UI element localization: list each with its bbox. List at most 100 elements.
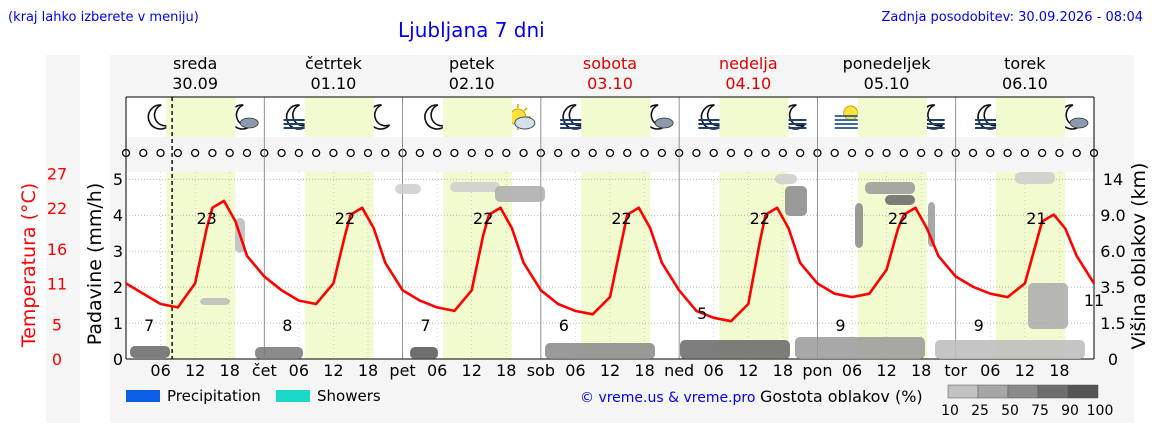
- calm-wind-marker: [744, 148, 753, 158]
- calm-wind-marker: [363, 148, 373, 158]
- calm-wind-marker: [882, 148, 891, 158]
- density-swatch: [947, 384, 979, 399]
- last-temp-label: 11: [1084, 291, 1104, 310]
- cloud-density-blob: [935, 340, 1085, 359]
- fog-line: [780, 119, 807, 121]
- cloud-shape: [239, 117, 259, 129]
- density-swatch: [1037, 384, 1069, 399]
- calm-wind-marker: [1003, 148, 1012, 158]
- precip-tick: 0: [113, 350, 123, 369]
- fog-line: [698, 123, 725, 125]
- day-date: 30.09: [172, 74, 218, 93]
- temp-tick: 0: [52, 350, 62, 369]
- cloud-height-tick: 1.5: [1100, 314, 1125, 333]
- fog-line: [834, 127, 867, 129]
- fog-line: [283, 123, 310, 125]
- fog-line: [975, 127, 1001, 129]
- temperature-series: [125, 199, 1096, 323]
- precip-tick: 5: [113, 170, 123, 189]
- precip-tick: 3: [113, 242, 123, 261]
- daytime-band: [166, 172, 236, 359]
- calm-wind-marker: [381, 148, 390, 158]
- cloud-density-blob: [885, 195, 915, 205]
- cloud-height-axis-title: Višina oblakov (km): [1128, 163, 1150, 350]
- temp-tick: 22: [47, 199, 67, 218]
- calm-wind-marker: [346, 148, 355, 158]
- cloud-height-tick: 3.5: [1100, 278, 1125, 297]
- sun-ray: [523, 107, 528, 112]
- x-tick-day-label: sob: [527, 361, 555, 380]
- max-temp-label: 22: [888, 209, 908, 228]
- calm-wind-marker: [761, 148, 770, 158]
- x-tick-hour-label: 06: [150, 361, 170, 380]
- x-tick-hour-label: 12: [185, 361, 205, 380]
- day-date: 03.10: [587, 74, 633, 93]
- location-hint[interactable]: (kraj lahko izberete v meniju): [8, 10, 199, 25]
- day-name: četrtek: [305, 54, 363, 73]
- day-name: sreda: [173, 54, 217, 73]
- cloud-density-blob: [495, 186, 545, 202]
- calm-wind-marker: [623, 148, 632, 158]
- left-frame-panel: [46, 55, 80, 423]
- temperature-axis-title: Temperatura (°C): [18, 183, 40, 348]
- legend-swatch-showers: [276, 390, 310, 402]
- fog-line: [834, 115, 867, 117]
- wind-row: [121, 148, 1099, 158]
- fog-line: [834, 123, 867, 125]
- daytime-band-icons: [996, 97, 1066, 137]
- x-tick-day-label: pon: [802, 361, 832, 380]
- x-tick-hour-label: 12: [323, 361, 343, 380]
- day-date: 04.10: [725, 74, 771, 93]
- min-temp-label: 8: [282, 316, 292, 335]
- density-swatch: [1007, 384, 1039, 399]
- cloud-height-tick: 14: [1103, 170, 1123, 189]
- calm-wind-marker: [588, 148, 597, 158]
- grid-lines: [125, 96, 1095, 360]
- day-date: 05.10: [864, 74, 910, 93]
- temp-tick: 11: [47, 274, 67, 293]
- day-name: ponedeljek: [843, 54, 932, 73]
- x-tick-hour-label: 06: [427, 361, 447, 380]
- calm-wind-marker: [571, 148, 580, 158]
- x-tick-hour-label: 18: [911, 361, 931, 380]
- fog-line: [918, 127, 945, 129]
- fog-line: [834, 119, 867, 121]
- calm-wind-marker: [1037, 148, 1047, 158]
- cloud-density-blob: [855, 203, 863, 248]
- calm-wind-marker: [726, 148, 736, 158]
- cloud-density-blob: [130, 346, 170, 358]
- x-tick-hour-label: 18: [496, 361, 516, 380]
- cloud-shape: [514, 116, 536, 130]
- calm-wind-marker: [173, 148, 183, 158]
- calm-wind-marker: [450, 148, 459, 158]
- calm-wind-marker: [605, 148, 615, 158]
- daytime-band-icons: [719, 97, 789, 137]
- x-tick-hour-label: 06: [842, 361, 862, 380]
- night-cloud-icon: [1059, 104, 1089, 130]
- fog-icon: [834, 105, 867, 129]
- cloud-density-blob: [395, 184, 421, 194]
- min-temp-label: 9: [835, 316, 845, 335]
- x-tick-hour-label: 18: [358, 361, 378, 380]
- temperature-labels: 23 7 22 8 22 7 22 6 22 5 22 9 21 9 11: [144, 209, 1104, 335]
- density-step-label: 90: [1061, 403, 1079, 419]
- calm-wind-marker: [865, 148, 874, 158]
- credit-link[interactable]: © vreme.us & vreme.pro: [580, 390, 755, 406]
- cloud-density-blob: [775, 174, 797, 184]
- max-temp-label: 22: [611, 209, 631, 228]
- cloud-density-blob: [450, 182, 500, 192]
- min-temp-label: 9: [974, 316, 984, 335]
- daytime-bands: [166, 97, 1066, 359]
- cloud-density-blob: [680, 340, 790, 359]
- day-date: 06.10: [1002, 74, 1048, 93]
- day-name: sobota: [583, 54, 637, 73]
- max-temp-label: 22: [473, 209, 493, 228]
- fog-line: [560, 127, 587, 129]
- cloud-density-blob: [785, 186, 807, 216]
- daytime-band: [304, 172, 374, 359]
- cloud-density-blob: [1015, 172, 1055, 184]
- calm-wind-marker: [329, 148, 338, 158]
- x-tick-hour-label: 18: [220, 361, 240, 380]
- min-temp-label: 7: [421, 316, 431, 335]
